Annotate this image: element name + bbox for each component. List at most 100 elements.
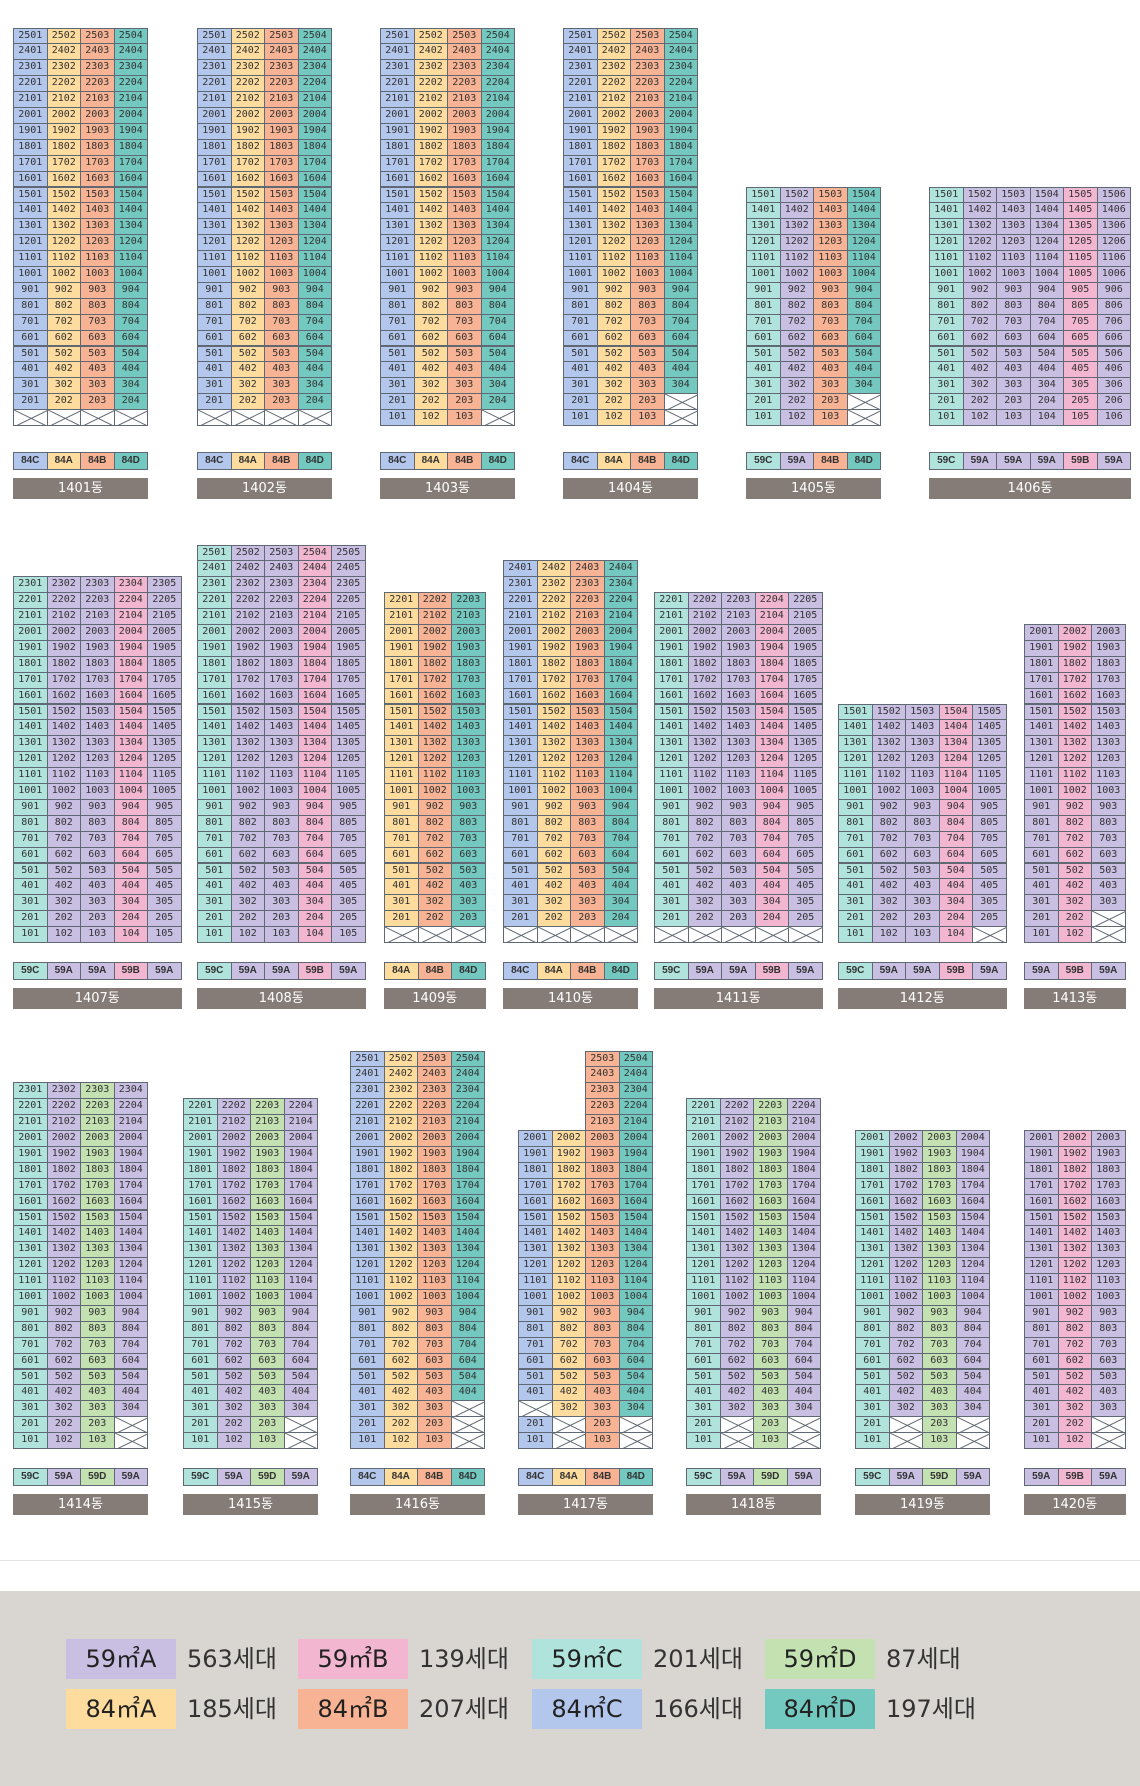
unit-cell: 1101 xyxy=(183,1273,218,1290)
unit-cell: 1901 xyxy=(503,639,538,657)
unit-cell: 203 xyxy=(80,393,115,411)
unit-cell: 2204 xyxy=(297,75,332,93)
unit-cell: 1101 xyxy=(929,250,964,267)
unit-cell: 801 xyxy=(197,814,232,832)
unit-cell: 1701 xyxy=(384,671,419,689)
unit-cell: 306 xyxy=(1096,377,1131,395)
unit-cell: 2403 xyxy=(570,560,605,578)
unit-cell: 1004 xyxy=(113,783,148,800)
unit-cell: 902 xyxy=(1057,798,1092,816)
unit-cell: 301 xyxy=(686,1400,721,1418)
unit-cell: 1601 xyxy=(13,687,48,705)
unit-cell: 501 xyxy=(503,862,538,880)
unit-cell: 204 xyxy=(113,393,148,411)
unit-cell: 1101 xyxy=(384,767,419,784)
unit-cell: 1903 xyxy=(451,639,486,657)
unit-cell: 1402 xyxy=(230,719,265,737)
unit-cell: 803 xyxy=(753,1320,788,1338)
unit-cell: 401 xyxy=(746,361,781,379)
unit-cell: 1202 xyxy=(551,1257,586,1275)
unit-cell: 1301 xyxy=(746,218,781,236)
unit-cell: 703 xyxy=(451,830,486,848)
unit-type-label: 59A xyxy=(283,1468,318,1486)
unit-cell: 803 xyxy=(417,1320,452,1338)
unit-cell: 2303 xyxy=(264,576,299,594)
unit-cell: 1703 xyxy=(753,1177,788,1195)
unit-cell: 2303 xyxy=(630,59,665,77)
unit-cell: 1505 xyxy=(788,703,823,721)
empty-unit-cell xyxy=(417,926,452,943)
unit-cell: 2204 xyxy=(480,75,515,93)
unit-cell: 1204 xyxy=(786,1257,821,1275)
empty-unit-cell xyxy=(551,1432,586,1449)
unit-cell: 1501 xyxy=(929,186,964,204)
unit-cell: 602 xyxy=(230,329,265,347)
unit-cell: 1103 xyxy=(417,1273,452,1290)
unit-cell: 1903 xyxy=(1091,1145,1126,1163)
unit-cell: 2303 xyxy=(417,1082,452,1100)
unit-cell: 1003 xyxy=(585,1289,620,1306)
unit-cell: 902 xyxy=(413,281,448,299)
building-name-label: 1408동 xyxy=(197,988,366,1009)
unit-cell: 2104 xyxy=(283,1114,318,1131)
unit-cell: 1003 xyxy=(630,266,665,283)
unit-cell: 1001 xyxy=(518,1289,553,1306)
unit-cell: 1301 xyxy=(686,1241,721,1259)
unit-cell: 1002 xyxy=(1057,783,1092,800)
unit-cell: 901 xyxy=(380,281,415,299)
unit-cell: 2003 xyxy=(570,624,605,641)
unit-cell: 801 xyxy=(13,814,48,832)
building-name-label: 1417동 xyxy=(518,1494,653,1515)
unit-cell: 2202 xyxy=(230,592,265,610)
unit-cell: 1304 xyxy=(283,1241,318,1259)
unit-cell: 303 xyxy=(585,1400,620,1418)
unit-cell: 1502 xyxy=(46,1209,81,1227)
unit-cell: 1702 xyxy=(46,671,81,689)
unit-cell: 404 xyxy=(113,361,148,379)
unit-type-label: 59D xyxy=(80,1468,115,1486)
unit-cell: 501 xyxy=(929,345,964,363)
unit-cell: 2302 xyxy=(413,59,448,77)
unit-cell: 2003 xyxy=(753,1130,788,1147)
unit-cell: 503 xyxy=(250,1368,285,1386)
empty-unit-cell xyxy=(283,1416,318,1434)
unit-cell: 303 xyxy=(922,1400,957,1418)
unit-cell: 401 xyxy=(197,361,232,379)
unit-cell: 102 xyxy=(230,926,265,943)
unit-cell: 1702 xyxy=(687,671,722,689)
unit-cell: 2202 xyxy=(596,75,631,93)
unit-cell: 504 xyxy=(846,345,881,363)
unit-cell: 2201 xyxy=(686,1098,721,1116)
unit-cell: 1004 xyxy=(113,266,148,283)
unit-cell: 2304 xyxy=(663,59,698,77)
unit-cell: 2101 xyxy=(503,608,538,625)
unit-cell: 2204 xyxy=(283,1098,318,1116)
unit-type-label: 59B xyxy=(938,962,973,980)
unit-cell: 2502 xyxy=(383,1050,418,1068)
unit-cell: 1404 xyxy=(938,719,973,737)
unit-cell: 1902 xyxy=(230,122,265,140)
unit-cell: 1702 xyxy=(46,1177,81,1195)
unit-type-label: 84B xyxy=(813,452,848,470)
unit-cell: 502 xyxy=(596,345,631,363)
unit-cell: 1602 xyxy=(383,1193,418,1211)
unit-cell: 501 xyxy=(838,862,873,880)
unit-cell: 1902 xyxy=(46,639,81,657)
unit-cell: 1303 xyxy=(264,735,299,753)
unit-type-label: 59A xyxy=(972,962,1007,980)
unit-cell: 1403 xyxy=(80,719,115,737)
unit-cell: 2101 xyxy=(654,608,689,625)
unit-cell: 804 xyxy=(113,814,148,832)
empty-unit-cell xyxy=(113,1432,148,1449)
unit-cell: 1701 xyxy=(563,154,598,172)
unit-cell: 103 xyxy=(80,926,115,943)
unit-cell: 601 xyxy=(518,1352,553,1370)
unit-type-label: 84D xyxy=(618,1468,653,1486)
unit-cell: 302 xyxy=(230,377,265,395)
unit-cell: 503 xyxy=(447,345,482,363)
unit-cell: 1105 xyxy=(788,767,823,784)
unit-cell: 201 xyxy=(855,1416,890,1434)
unit-cell: 1504 xyxy=(113,703,148,721)
unit-cell: 1502 xyxy=(888,1209,923,1227)
unit-type-label: 59A xyxy=(1096,452,1131,470)
